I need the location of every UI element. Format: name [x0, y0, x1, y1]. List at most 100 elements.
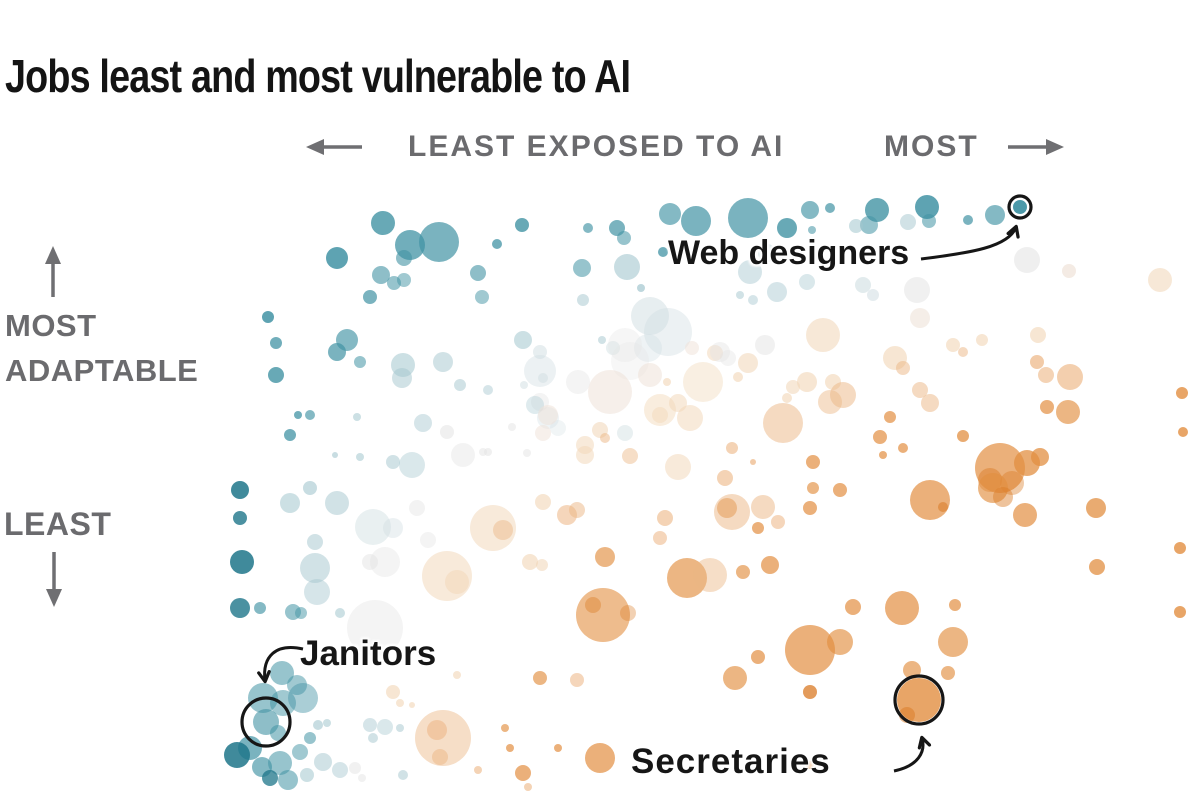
- data-point: [268, 751, 292, 775]
- data-point: [941, 666, 955, 680]
- data-point: [479, 448, 487, 456]
- annotation-label-secretaries: Secretaries: [631, 742, 831, 781]
- data-point: [761, 556, 779, 574]
- data-point: [993, 487, 1013, 507]
- data-point: [985, 205, 1005, 225]
- highlight-rings-layer: [240, 194, 1033, 748]
- data-point: [533, 345, 547, 359]
- data-point: [663, 378, 671, 386]
- data-point: [230, 550, 254, 574]
- data-point: [396, 724, 404, 732]
- data-point: [326, 247, 348, 269]
- data-point: [827, 629, 853, 655]
- data-point: [620, 605, 636, 621]
- data-point: [707, 345, 723, 361]
- data-point: [910, 308, 930, 328]
- y-axis-down-arrow-icon: [46, 552, 62, 607]
- data-point: [451, 443, 475, 467]
- data-point: [867, 289, 879, 301]
- data-point: [470, 265, 486, 281]
- data-point: [806, 761, 814, 769]
- data-point: [667, 558, 707, 598]
- data-point: [392, 368, 412, 388]
- data-point: [397, 273, 411, 287]
- annotation-label-janitors: Janitors: [300, 634, 437, 673]
- data-point: [588, 370, 632, 414]
- data-point: [614, 254, 640, 280]
- data-point: [957, 430, 969, 442]
- data-point: [849, 219, 863, 233]
- data-point: [554, 744, 562, 752]
- data-point: [922, 214, 936, 228]
- data-point: [657, 510, 673, 526]
- data-point: [300, 553, 330, 583]
- data-point: [233, 511, 247, 525]
- data-point: [409, 500, 425, 516]
- data-point: [314, 753, 332, 771]
- data-point: [801, 201, 819, 219]
- data-point: [717, 470, 733, 486]
- data-point: [785, 625, 835, 675]
- data-point: [358, 774, 366, 782]
- data-point: [474, 766, 482, 774]
- data-point: [830, 382, 856, 408]
- data-point: [806, 455, 820, 469]
- data-point: [1040, 400, 1054, 414]
- data-point: [347, 600, 403, 656]
- data-point: [782, 393, 792, 403]
- data-point: [377, 719, 393, 735]
- data-point: [758, 244, 776, 262]
- data-point: [958, 347, 968, 357]
- highlight-ring: [240, 696, 292, 748]
- scatter-points-layer: [224, 195, 1188, 791]
- data-point: [287, 675, 307, 695]
- data-point: [1089, 559, 1105, 575]
- data-point: [683, 362, 723, 402]
- data-point: [262, 311, 274, 323]
- data-point: [483, 385, 493, 395]
- data-point: [752, 522, 764, 534]
- data-point: [313, 720, 323, 730]
- data-point: [677, 405, 703, 431]
- y-axis-top-label-line1: MOST: [5, 308, 97, 343]
- data-point: [230, 598, 250, 618]
- data-point: [304, 732, 316, 744]
- data-point: [1014, 450, 1040, 476]
- data-point: [398, 770, 408, 780]
- data-point: [420, 532, 436, 548]
- data-point: [470, 505, 516, 551]
- data-point: [617, 231, 631, 245]
- data-point: [910, 480, 950, 520]
- data-point: [659, 203, 681, 225]
- data-point: [372, 266, 390, 284]
- data-point: [270, 661, 294, 685]
- data-point: [963, 215, 973, 225]
- data-point: [524, 355, 556, 387]
- data-point: [362, 554, 378, 570]
- data-point: [386, 685, 400, 699]
- data-point: [270, 725, 286, 741]
- data-point: [349, 762, 361, 774]
- data-point: [617, 425, 633, 441]
- data-point: [912, 382, 928, 398]
- data-point: [573, 259, 591, 277]
- data-point: [797, 372, 817, 392]
- data-point: [771, 515, 785, 529]
- data-point: [538, 405, 558, 425]
- data-point: [224, 742, 250, 768]
- data-point: [492, 239, 502, 249]
- data-point: [514, 331, 532, 349]
- data-point: [396, 250, 412, 266]
- annotation-arrow-web-designers: [920, 224, 1020, 261]
- data-point: [631, 297, 669, 335]
- data-point: [284, 429, 296, 441]
- data-point: [598, 336, 606, 344]
- data-point: [526, 396, 544, 414]
- data-point: [288, 683, 318, 713]
- data-point: [904, 277, 930, 303]
- data-point: [386, 455, 400, 469]
- data-point: [717, 498, 737, 518]
- data-point: [535, 494, 551, 510]
- data-point: [786, 380, 800, 394]
